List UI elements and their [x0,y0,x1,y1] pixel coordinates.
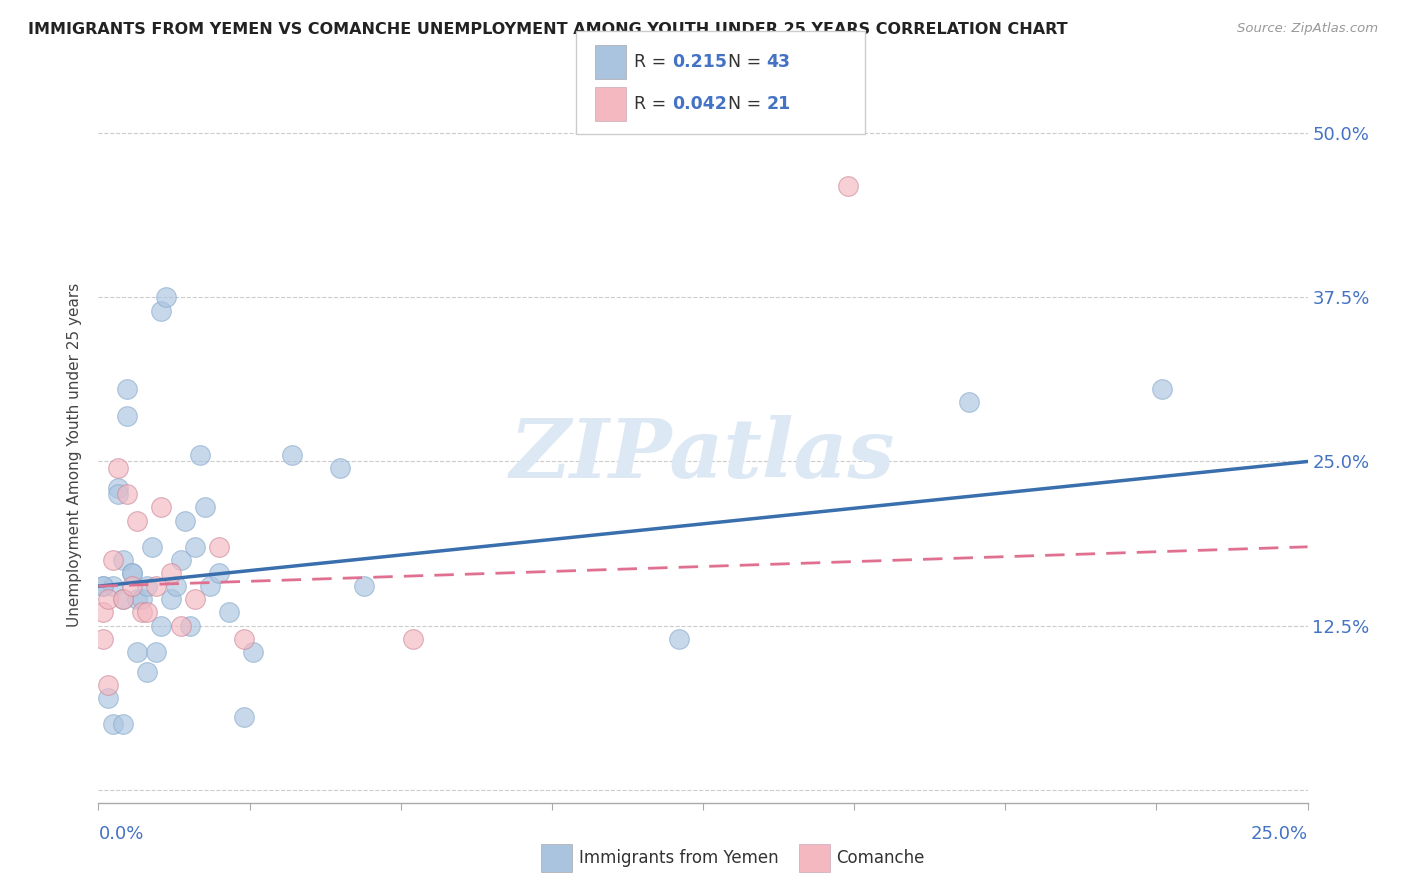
Point [150,618,173,632]
Point [111,592,134,607]
Point [97,690,120,705]
Point [184,540,207,554]
Text: 21: 21 [766,95,790,113]
Point [160,566,183,580]
Point [155,290,177,304]
Point [107,487,129,501]
Point [127,592,149,607]
Point [91,579,114,593]
Point [135,606,157,620]
Point [169,553,191,567]
Point [145,579,167,593]
Point [242,645,264,659]
Point [208,540,231,554]
Point [957,395,980,409]
Point [117,487,139,501]
Point [150,303,173,318]
Point [91,632,114,646]
Text: N =: N = [728,54,768,71]
Point [329,461,352,475]
Point [141,540,163,554]
Point [174,514,197,528]
Text: Comanche: Comanche [837,849,925,867]
Point [232,710,254,724]
Point [165,579,187,593]
Point [281,448,304,462]
Point [111,592,134,607]
Point [188,448,211,462]
Point [135,579,157,593]
Text: 25.0%: 25.0% [1250,825,1308,843]
Text: Immigrants from Yemen: Immigrants from Yemen [579,849,779,867]
Point [194,500,217,515]
Text: R =: R = [634,95,672,113]
Point [91,606,114,620]
Point [1152,382,1174,396]
Point [121,579,143,593]
Point [131,606,153,620]
Point [117,409,139,423]
Point [198,579,221,593]
Point [837,178,859,193]
Text: 43: 43 [766,54,790,71]
Text: 0.215: 0.215 [672,54,727,71]
Point [145,645,167,659]
Point [668,632,690,646]
Point [117,382,139,396]
Point [121,566,143,580]
Point [101,579,124,593]
Point [101,553,124,567]
Point [353,579,375,593]
Text: Source: ZipAtlas.com: Source: ZipAtlas.com [1237,22,1378,36]
Point [97,592,120,607]
Point [131,592,153,607]
Point [218,606,240,620]
Point [184,592,207,607]
Point [135,665,157,679]
Point [160,592,183,607]
Text: IMMIGRANTS FROM YEMEN VS COMANCHE UNEMPLOYMENT AMONG YOUTH UNDER 25 YEARS CORREL: IMMIGRANTS FROM YEMEN VS COMANCHE UNEMPL… [28,22,1067,37]
Text: ZIPatlas: ZIPatlas [510,415,896,495]
Point [101,717,124,731]
Point [169,618,191,632]
Point [127,514,149,528]
Point [402,632,425,646]
Point [232,632,254,646]
Point [127,645,149,659]
Text: 0.0%: 0.0% [98,825,143,843]
Point [121,566,143,580]
Point [150,500,173,515]
Point [107,481,129,495]
Point [208,566,231,580]
Point [107,461,129,475]
Point [111,553,134,567]
Point [111,717,134,731]
Text: R =: R = [634,54,672,71]
Text: 0.042: 0.042 [672,95,727,113]
Point [97,678,120,692]
Y-axis label: Unemployment Among Youth under 25 years: Unemployment Among Youth under 25 years [67,283,83,627]
Point [91,579,114,593]
Point [179,618,201,632]
Text: N =: N = [728,95,768,113]
